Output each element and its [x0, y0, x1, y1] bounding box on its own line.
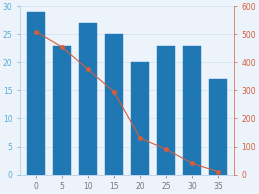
Bar	[105, 34, 123, 175]
Bar	[209, 79, 227, 175]
Bar	[79, 23, 97, 175]
Bar	[157, 46, 175, 175]
Bar	[183, 46, 201, 175]
Bar	[27, 12, 45, 175]
Bar	[53, 46, 71, 175]
Bar	[131, 62, 149, 175]
